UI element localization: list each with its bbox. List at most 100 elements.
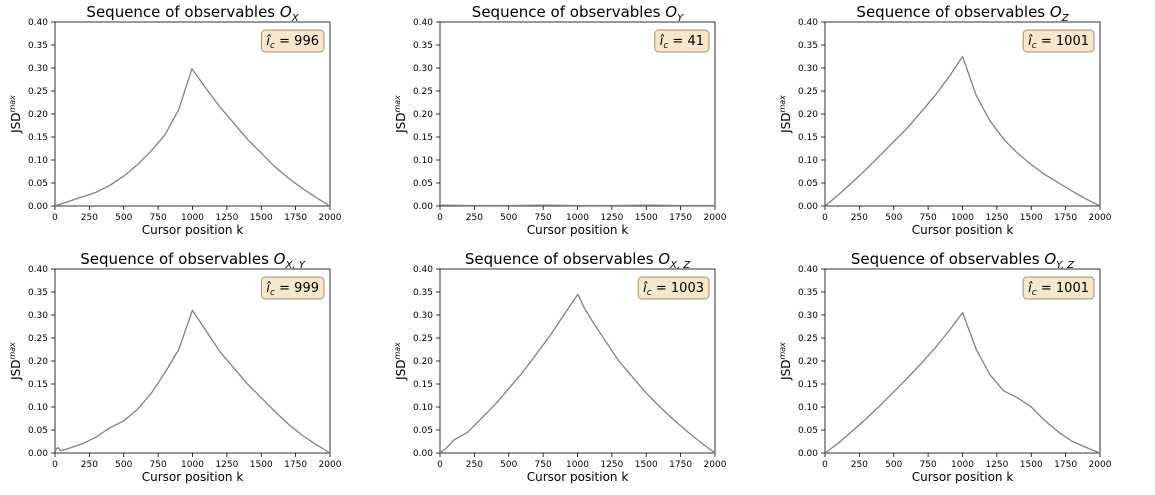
title-subscript: Y [677, 13, 684, 24]
x-tick-label: 1250 [215, 213, 238, 223]
chart-svg: Sequence of observables OY 0 250 500 750 1000… [393, 3, 727, 237]
y-tick-label: 0.05 [798, 426, 818, 436]
chart-title: Sequence of observables OY, Z [851, 250, 1075, 271]
chart-title: Sequence of observables OX, Z [465, 250, 692, 271]
annotation-value: 1003 [671, 281, 704, 296]
annotation-subscript: c [1032, 41, 1037, 51]
annotation-subscript: c [1032, 288, 1037, 298]
annotation-symbol: î [643, 281, 648, 296]
x-tick-label: 500 [885, 460, 902, 470]
annotation-equals: = [275, 34, 294, 49]
x-tick-label: 750 [535, 460, 552, 470]
y-tick-label: 0.20 [413, 357, 433, 367]
annotation-box: îc = 1003 [637, 276, 710, 300]
x-tick-label: 250 [466, 213, 483, 223]
annotation-equals: = [652, 281, 671, 296]
x-tick-label: 2000 [1089, 213, 1112, 223]
x-tick-label: 1250 [600, 213, 623, 223]
chart-panel-5: Sequence of observables OX, Z 0 250 500 750 1… [385, 247, 770, 494]
y-tick-label: 0.05 [28, 426, 48, 436]
title-subscript: X, Z [669, 260, 691, 271]
x-axis-label: Cursor position k [142, 470, 244, 484]
x-tick-label: 1250 [985, 213, 1008, 223]
y-tick-label: 0.15 [413, 133, 433, 143]
y-tick-label: 0.40 [413, 265, 433, 275]
x-tick-label: 250 [851, 460, 868, 470]
y-axis-label-superscript: max [393, 342, 402, 360]
x-tick-label: 2000 [704, 460, 727, 470]
x-tick-label: 500 [885, 213, 902, 223]
annotation-subscript: c [647, 288, 652, 298]
chart-panel-1: Sequence of observables OX 0 250 500 750 1000… [0, 0, 385, 247]
series-line [824, 55, 1101, 207]
annotation-value: 999 [294, 281, 319, 296]
x-tick-label: 250 [466, 460, 483, 470]
annotation-box: îc = 996 [260, 29, 325, 53]
y-tick-label: 0.40 [28, 18, 48, 28]
x-tick-label: 1250 [215, 460, 238, 470]
y-axis-label: JSDmax [8, 95, 23, 134]
y-tick-label: 0.35 [798, 41, 818, 51]
y-tick-label: 0.00 [798, 449, 818, 459]
x-tick-label: 1000 [566, 460, 589, 470]
x-tick-label: 0 [822, 213, 828, 223]
y-tick-label: 0.20 [798, 357, 818, 367]
x-tick-label: 500 [115, 213, 132, 223]
y-tick-label: 0.30 [28, 311, 48, 321]
x-tick-label: 1500 [1020, 213, 1043, 223]
x-tick-label: 750 [150, 460, 167, 470]
annotation-equals: = [1037, 281, 1056, 296]
annotation-value: 1001 [1056, 281, 1089, 296]
annotation-text: îc = 999 [266, 281, 319, 298]
annotation-symbol: î [266, 34, 271, 49]
x-tick-label: 0 [52, 213, 58, 223]
x-tick-label: 1000 [951, 213, 974, 223]
x-axis-label: Cursor position k [912, 223, 1014, 237]
annotation-box: îc = 1001 [1022, 29, 1095, 53]
x-tick-label: 750 [535, 213, 552, 223]
y-tick-label: 0.00 [798, 202, 818, 212]
x-tick-label: 2000 [319, 460, 342, 470]
y-tick-label: 0.25 [28, 334, 48, 344]
chart-svg: Sequence of observables OY, Z 0 250 500 750 1… [778, 250, 1112, 484]
y-axis-label: JSDmax [778, 95, 793, 134]
y-tick-label: 0.05 [798, 179, 818, 189]
y-tick-label: 0.20 [413, 110, 433, 120]
y-tick-label: 0.35 [413, 41, 433, 51]
title-symbol: O [280, 3, 292, 21]
y-tick-label: 0.15 [413, 380, 433, 390]
x-tick-label: 0 [437, 213, 443, 223]
y-tick-label: 0.30 [413, 311, 433, 321]
chart-svg: Sequence of observables OX, Y 0 250 500 750 1… [8, 250, 342, 484]
y-tick-label: 0.05 [28, 179, 48, 189]
annotation-box: îc = 999 [260, 276, 325, 300]
y-axis-label: JSDmax [778, 342, 793, 381]
series-line [824, 312, 1101, 454]
y-tick-label: 0.20 [28, 110, 48, 120]
chart-panel-6: Sequence of observables OY, Z 0 250 500 750 1… [770, 247, 1155, 494]
x-tick-label: 1500 [635, 213, 658, 223]
y-tick-label: 0.10 [28, 403, 48, 413]
x-tick-label: 500 [115, 460, 132, 470]
y-tick-label: 0.30 [798, 311, 818, 321]
annotation-frame [654, 29, 710, 53]
chart-title: Sequence of observables OY [472, 3, 684, 24]
annotation-text: îc = 996 [266, 34, 319, 51]
annotation-equals: = [1037, 34, 1056, 49]
x-tick-label: 1000 [181, 213, 204, 223]
annotation-box: îc = 1001 [1022, 276, 1095, 300]
y-axis-label: JSDmax [8, 342, 23, 381]
y-tick-label: 0.10 [798, 156, 818, 166]
x-tick-label: 2000 [319, 213, 342, 223]
annotation-value: 41 [687, 34, 704, 49]
y-axis-label-superscript: max [8, 342, 17, 360]
chart-svg: Sequence of observables OX 0 250 500 750 1000… [8, 3, 342, 237]
x-tick-label: 1000 [181, 460, 204, 470]
title-subscript: X [291, 13, 300, 24]
y-axis-label-superscript: max [778, 95, 787, 113]
y-axis-label-superscript: max [393, 95, 402, 113]
y-tick-label: 0.30 [413, 64, 433, 74]
y-tick-label: 0.25 [798, 87, 818, 97]
x-tick-label: 750 [150, 213, 167, 223]
y-tick-label: 0.00 [413, 202, 433, 212]
